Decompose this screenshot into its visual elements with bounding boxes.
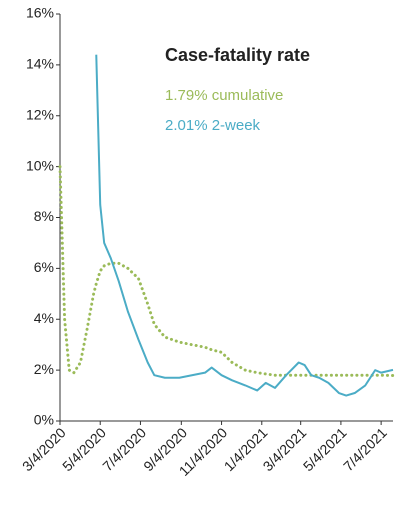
y-tick-label: 12%: [26, 106, 54, 122]
legend-label: 1.79% cumulative: [165, 87, 283, 104]
chart-title: Case-fatality rate: [165, 45, 310, 65]
y-tick-label: 0%: [34, 412, 54, 428]
x-tick-label: 5/4/2020: [59, 424, 109, 474]
series-line: [95, 54, 394, 397]
legend-label: 2.01% 2-week: [165, 117, 261, 134]
y-tick-label: 6%: [34, 259, 54, 275]
x-tick-label: 3/4/2020: [19, 424, 69, 474]
y-tick-label: 2%: [34, 361, 54, 377]
y-tick-label: 16%: [26, 5, 54, 21]
series-line: [58, 165, 395, 377]
y-tick-label: 10%: [26, 157, 54, 173]
x-tick-label: 7/4/2021: [340, 424, 390, 474]
y-tick-label: 4%: [34, 310, 54, 326]
x-tick-label: 5/4/2021: [300, 424, 350, 474]
x-tick-label: 7/4/2020: [99, 424, 149, 474]
y-tick-label: 8%: [34, 208, 54, 224]
x-tick-label: 3/4/2021: [260, 424, 310, 474]
y-tick-label: 14%: [26, 56, 54, 72]
